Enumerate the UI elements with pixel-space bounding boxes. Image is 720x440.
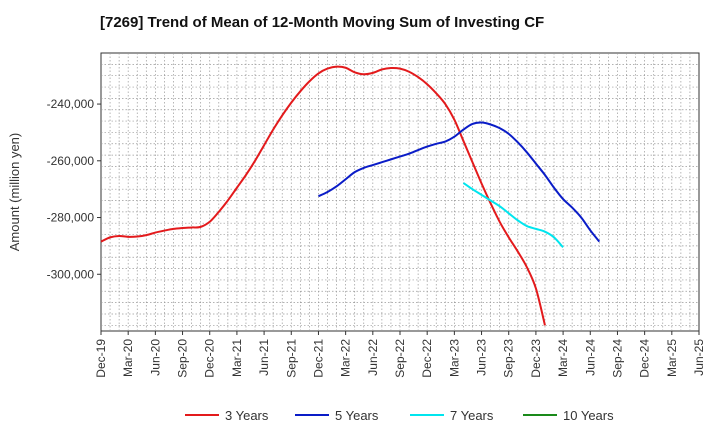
y-axis: -240,000 -260,000 -280,000 -300,000 bbox=[47, 97, 101, 281]
x-tick-label: Sep-20 bbox=[176, 339, 190, 378]
x-axis: Dec-19 Mar-20 Jun-20 Sep-20 Dec-20 Mar-21 Jun-… bbox=[94, 331, 706, 378]
legend-label: 5 Years bbox=[335, 408, 379, 423]
legend: 3 Years 5 Years 7 Years 10 Years bbox=[185, 408, 614, 423]
x-tick-label: Dec-21 bbox=[311, 339, 325, 378]
series-line-5-years bbox=[318, 121, 601, 243]
x-tick-label: Jun-23 bbox=[475, 339, 489, 376]
x-tick-label: Dec-24 bbox=[638, 339, 652, 378]
x-tick-label: Dec-23 bbox=[529, 339, 543, 378]
plot-frame bbox=[100, 52, 700, 332]
grid-lines bbox=[101, 53, 699, 331]
legend-label: 10 Years bbox=[563, 408, 614, 423]
x-tick-label: Sep-23 bbox=[502, 339, 516, 378]
x-tick-label: Jun-25 bbox=[692, 339, 706, 376]
y-tick-label: -280,000 bbox=[47, 211, 95, 225]
x-tick-label: Jun-22 bbox=[366, 339, 380, 376]
x-tick-label: Jun-24 bbox=[583, 339, 597, 376]
legend-label: 3 Years bbox=[225, 408, 269, 423]
x-tick-label: Dec-20 bbox=[203, 339, 217, 378]
x-tick-label: Mar-22 bbox=[339, 339, 353, 377]
y-tick-label: -240,000 bbox=[47, 97, 95, 111]
series-line-3-years bbox=[100, 65, 546, 326]
legend-label: 7 Years bbox=[450, 408, 494, 423]
plot-area bbox=[100, 52, 700, 332]
x-tick-label: Mar-20 bbox=[121, 339, 135, 377]
y-axis-label: Amount (million yen) bbox=[7, 133, 22, 252]
x-tick-label: Sep-21 bbox=[284, 339, 298, 378]
x-tick-label: Sep-22 bbox=[393, 339, 407, 378]
y-tick-label: -300,000 bbox=[47, 267, 95, 281]
y-tick-label: -260,000 bbox=[47, 154, 95, 168]
chart-title: [7269] Trend of Mean of 12-Month Moving … bbox=[100, 14, 544, 31]
series-lines bbox=[100, 65, 601, 326]
x-tick-label: Dec-19 bbox=[94, 339, 108, 378]
x-tick-label: Mar-21 bbox=[230, 339, 244, 377]
x-tick-label: Jun-20 bbox=[148, 339, 162, 376]
series-line-7-years bbox=[462, 182, 564, 248]
x-tick-label: Mar-24 bbox=[556, 339, 570, 377]
x-tick-label: Sep-24 bbox=[610, 339, 624, 378]
x-tick-label: Dec-22 bbox=[420, 339, 434, 378]
x-tick-label: Mar-25 bbox=[665, 339, 679, 377]
x-tick-label: Jun-21 bbox=[257, 339, 271, 376]
x-tick-label: Mar-23 bbox=[447, 339, 461, 377]
